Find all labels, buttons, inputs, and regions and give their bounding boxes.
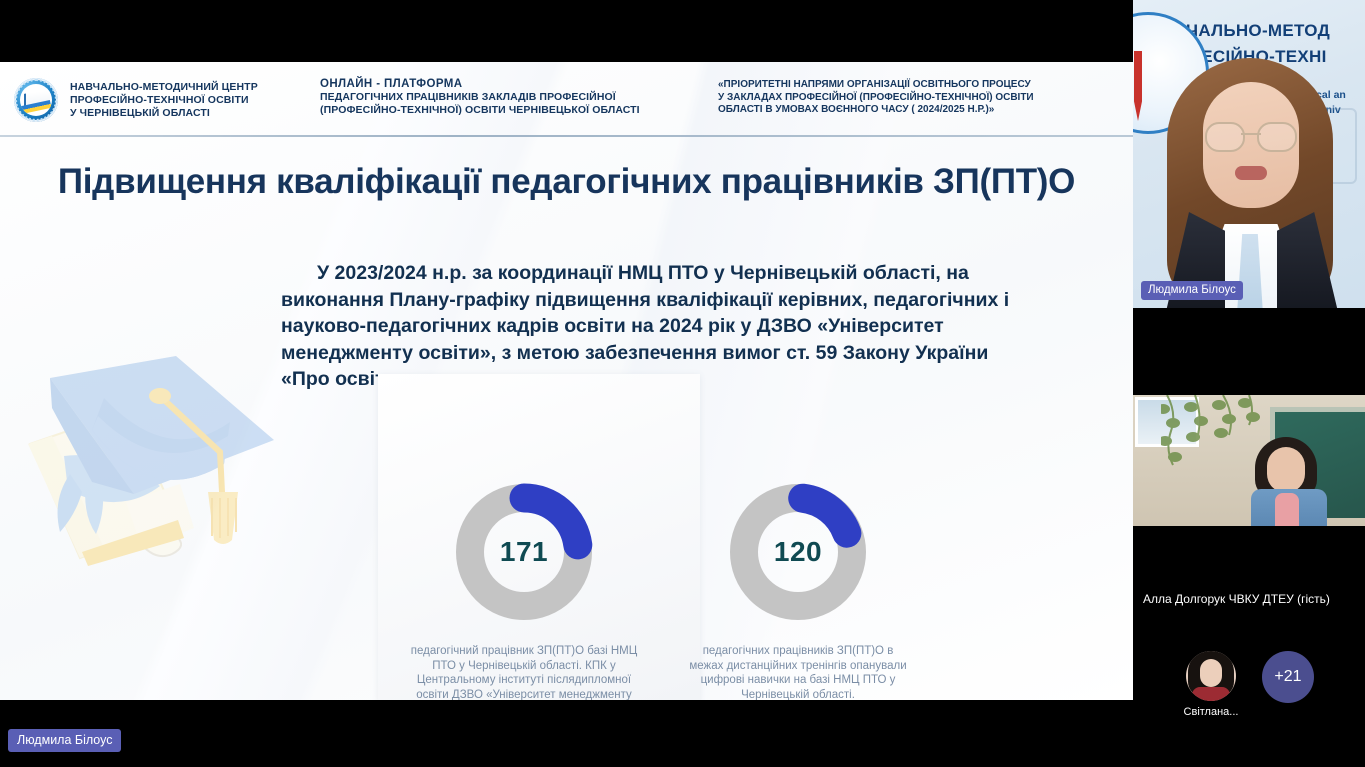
- header-org-line-3: У ЧЕРНІВЕЦЬКІЙ ОБЛАСТІ: [70, 106, 210, 119]
- header-platform-line-1: ОНЛАЙН - ПЛАТФОРМА: [320, 78, 463, 90]
- header-theme-line-1: «ПРІОРИТЕТНІ НАПРЯМИ ОРГАНІЗАЦІЇ ОСВІТНЬ…: [718, 79, 1031, 90]
- glasses-lens-right: [1257, 122, 1297, 152]
- presentation-slide: НАВЧАЛЬНО-МЕТОДИЧНИЙ ЦЕНТР ПРОФЕСІЙНО-ТЕ…: [0, 62, 1133, 700]
- header-divider: [0, 135, 1133, 137]
- video-feed-alla: [1133, 395, 1365, 526]
- shared-screen-stage[interactable]: НАВЧАЛЬНО-МЕТОДИЧНИЙ ЦЕНТР ПРОФЕСІЙНО-ТЕ…: [0, 0, 1133, 767]
- glasses-icon: [1205, 122, 1297, 152]
- header-org-line-2: ПРОФЕСІЙНО-ТЕХНІЧНОЇ ОСВІТИ: [70, 93, 249, 106]
- donut-value-171: 171: [499, 536, 549, 567]
- plant-icon: [1161, 395, 1260, 466]
- header-theme-line-2: У ЗАКЛАДАХ ПРОФЕСІЙНОЇ (ПРОФЕСІЙНО-ТЕХНІ…: [718, 91, 1034, 103]
- header-theme-line-3: ОБЛАСТІ В УМОВАХ ВОЄННОГО ЧАСУ ( 2024/20…: [718, 104, 995, 116]
- tile-name-chip-lyudmyla: Людмила Білоус: [1141, 281, 1243, 300]
- header-platform-line-3: (ПРОФЕСІЙНО-ТЕХНІЧНОЇ) ОСВІТИ ЧЕРНІВЕЦЬК…: [320, 103, 640, 116]
- donut-caption-171: педагогічний працівник ЗП(ПТ)О базі НМЦ …: [410, 645, 638, 700]
- participant-tile-alla[interactable]: [1133, 395, 1365, 526]
- glasses-lens-left: [1205, 122, 1245, 152]
- chart-backdrop-card: [378, 374, 700, 700]
- logo-circle-icon: [14, 78, 58, 122]
- header-platform-name: ОНЛАЙН - ПЛАТФОРМА ПЕДАГОГІЧНИХ ПРАЦІВНИ…: [320, 78, 710, 116]
- avatar-svitlana[interactable]: Світлана...: [1179, 651, 1243, 718]
- avatar-body-shape: [1192, 687, 1230, 701]
- logo-inner-disc: [20, 84, 52, 116]
- filmstrip-gap-1: [1133, 308, 1365, 395]
- header-org-name: НАВЧАЛЬНО-МЕТОДИЧНИЙ ЦЕНТР ПРОФЕСІЙНО-ТЕ…: [70, 81, 300, 119]
- avatar-image: [1186, 651, 1236, 701]
- face-shape-alla: [1267, 447, 1305, 493]
- active-speaker-name-chip: Людмила Білоус: [8, 729, 122, 752]
- mouth-shape: [1235, 166, 1267, 180]
- header-theme-name: «ПРІОРИТЕТНІ НАПРЯМИ ОРГАНІЗАЦІЇ ОСВІТНЬ…: [718, 79, 1108, 117]
- person-figure-alla: [1245, 437, 1331, 526]
- header-platform-line-2: ПЕДАГОГІЧНИХ ПРАЦІВНИКІВ ЗАКЛАДІВ ПРОФЕС…: [320, 90, 616, 103]
- slide-header: НАВЧАЛЬНО-МЕТОДИЧНИЙ ЦЕНТР ПРОФЕСІЙНО-ТЕ…: [0, 62, 1133, 136]
- header-org-line-1: НАВЧАЛЬНО-МЕТОДИЧНИЙ ЦЕНТР: [70, 81, 258, 93]
- donut-caption-120: педагогічних працівників ЗП(ПТ)О в межах…: [689, 645, 907, 700]
- video-feed-lyudmyla: НАВЧАЛЬНО-МЕТОД ПРОФЕСІЙНО-ТЕХНІ Ч КІЙ О…: [1133, 0, 1365, 308]
- slide-title: Підвищення кваліфікації педагогічних пра…: [57, 162, 1076, 201]
- organization-logo: [14, 78, 58, 122]
- donut-chart-171: 171 педагогічний працівник ЗП(ПТ)О базі …: [411, 482, 637, 700]
- seal-arrow-icon: [1134, 51, 1142, 121]
- tshirt-shape: [1275, 493, 1299, 526]
- graduation-cap-icon: [8, 352, 278, 612]
- participant-tile-lyudmyla[interactable]: НАВЧАЛЬНО-МЕТОД ПРОФЕСІЙНО-ТЕХНІ Ч КІЙ О…: [1133, 0, 1365, 308]
- avatar-face-shape: [1200, 659, 1222, 687]
- logo-dots-ring: [15, 79, 57, 121]
- participant-filmstrip[interactable]: НАВЧАЛЬНО-МЕТОД ПРОФЕСІЙНО-ТЕХНІ Ч КІЙ О…: [1133, 0, 1365, 767]
- filmstrip-gap-2: Алла Долгорук ЧВКУ ДТЕУ (гість): [1133, 526, 1365, 631]
- donut-value-120: 120: [773, 536, 823, 567]
- tile-name-label-alla: Алла Долгорук ЧВКУ ДТЕУ (гість): [1143, 592, 1330, 606]
- overflow-participants-bubble[interactable]: +21: [1262, 651, 1314, 703]
- donut-ring-120: 120: [728, 482, 868, 622]
- person-figure: [1159, 48, 1339, 308]
- donut-ring-171: 171: [454, 482, 594, 622]
- donut-chart-120: 120 педагогічних працівників ЗП(ПТ)О в м…: [689, 482, 907, 700]
- glasses-bridge: [1241, 133, 1261, 135]
- participant-avatar-row[interactable]: Світлана... +21: [1133, 631, 1365, 767]
- avatar-label-svitlana: Світлана...: [1183, 706, 1239, 718]
- slide-paragraph: У 2023/2024 н.р. за координації НМЦ ПТО …: [281, 262, 1010, 390]
